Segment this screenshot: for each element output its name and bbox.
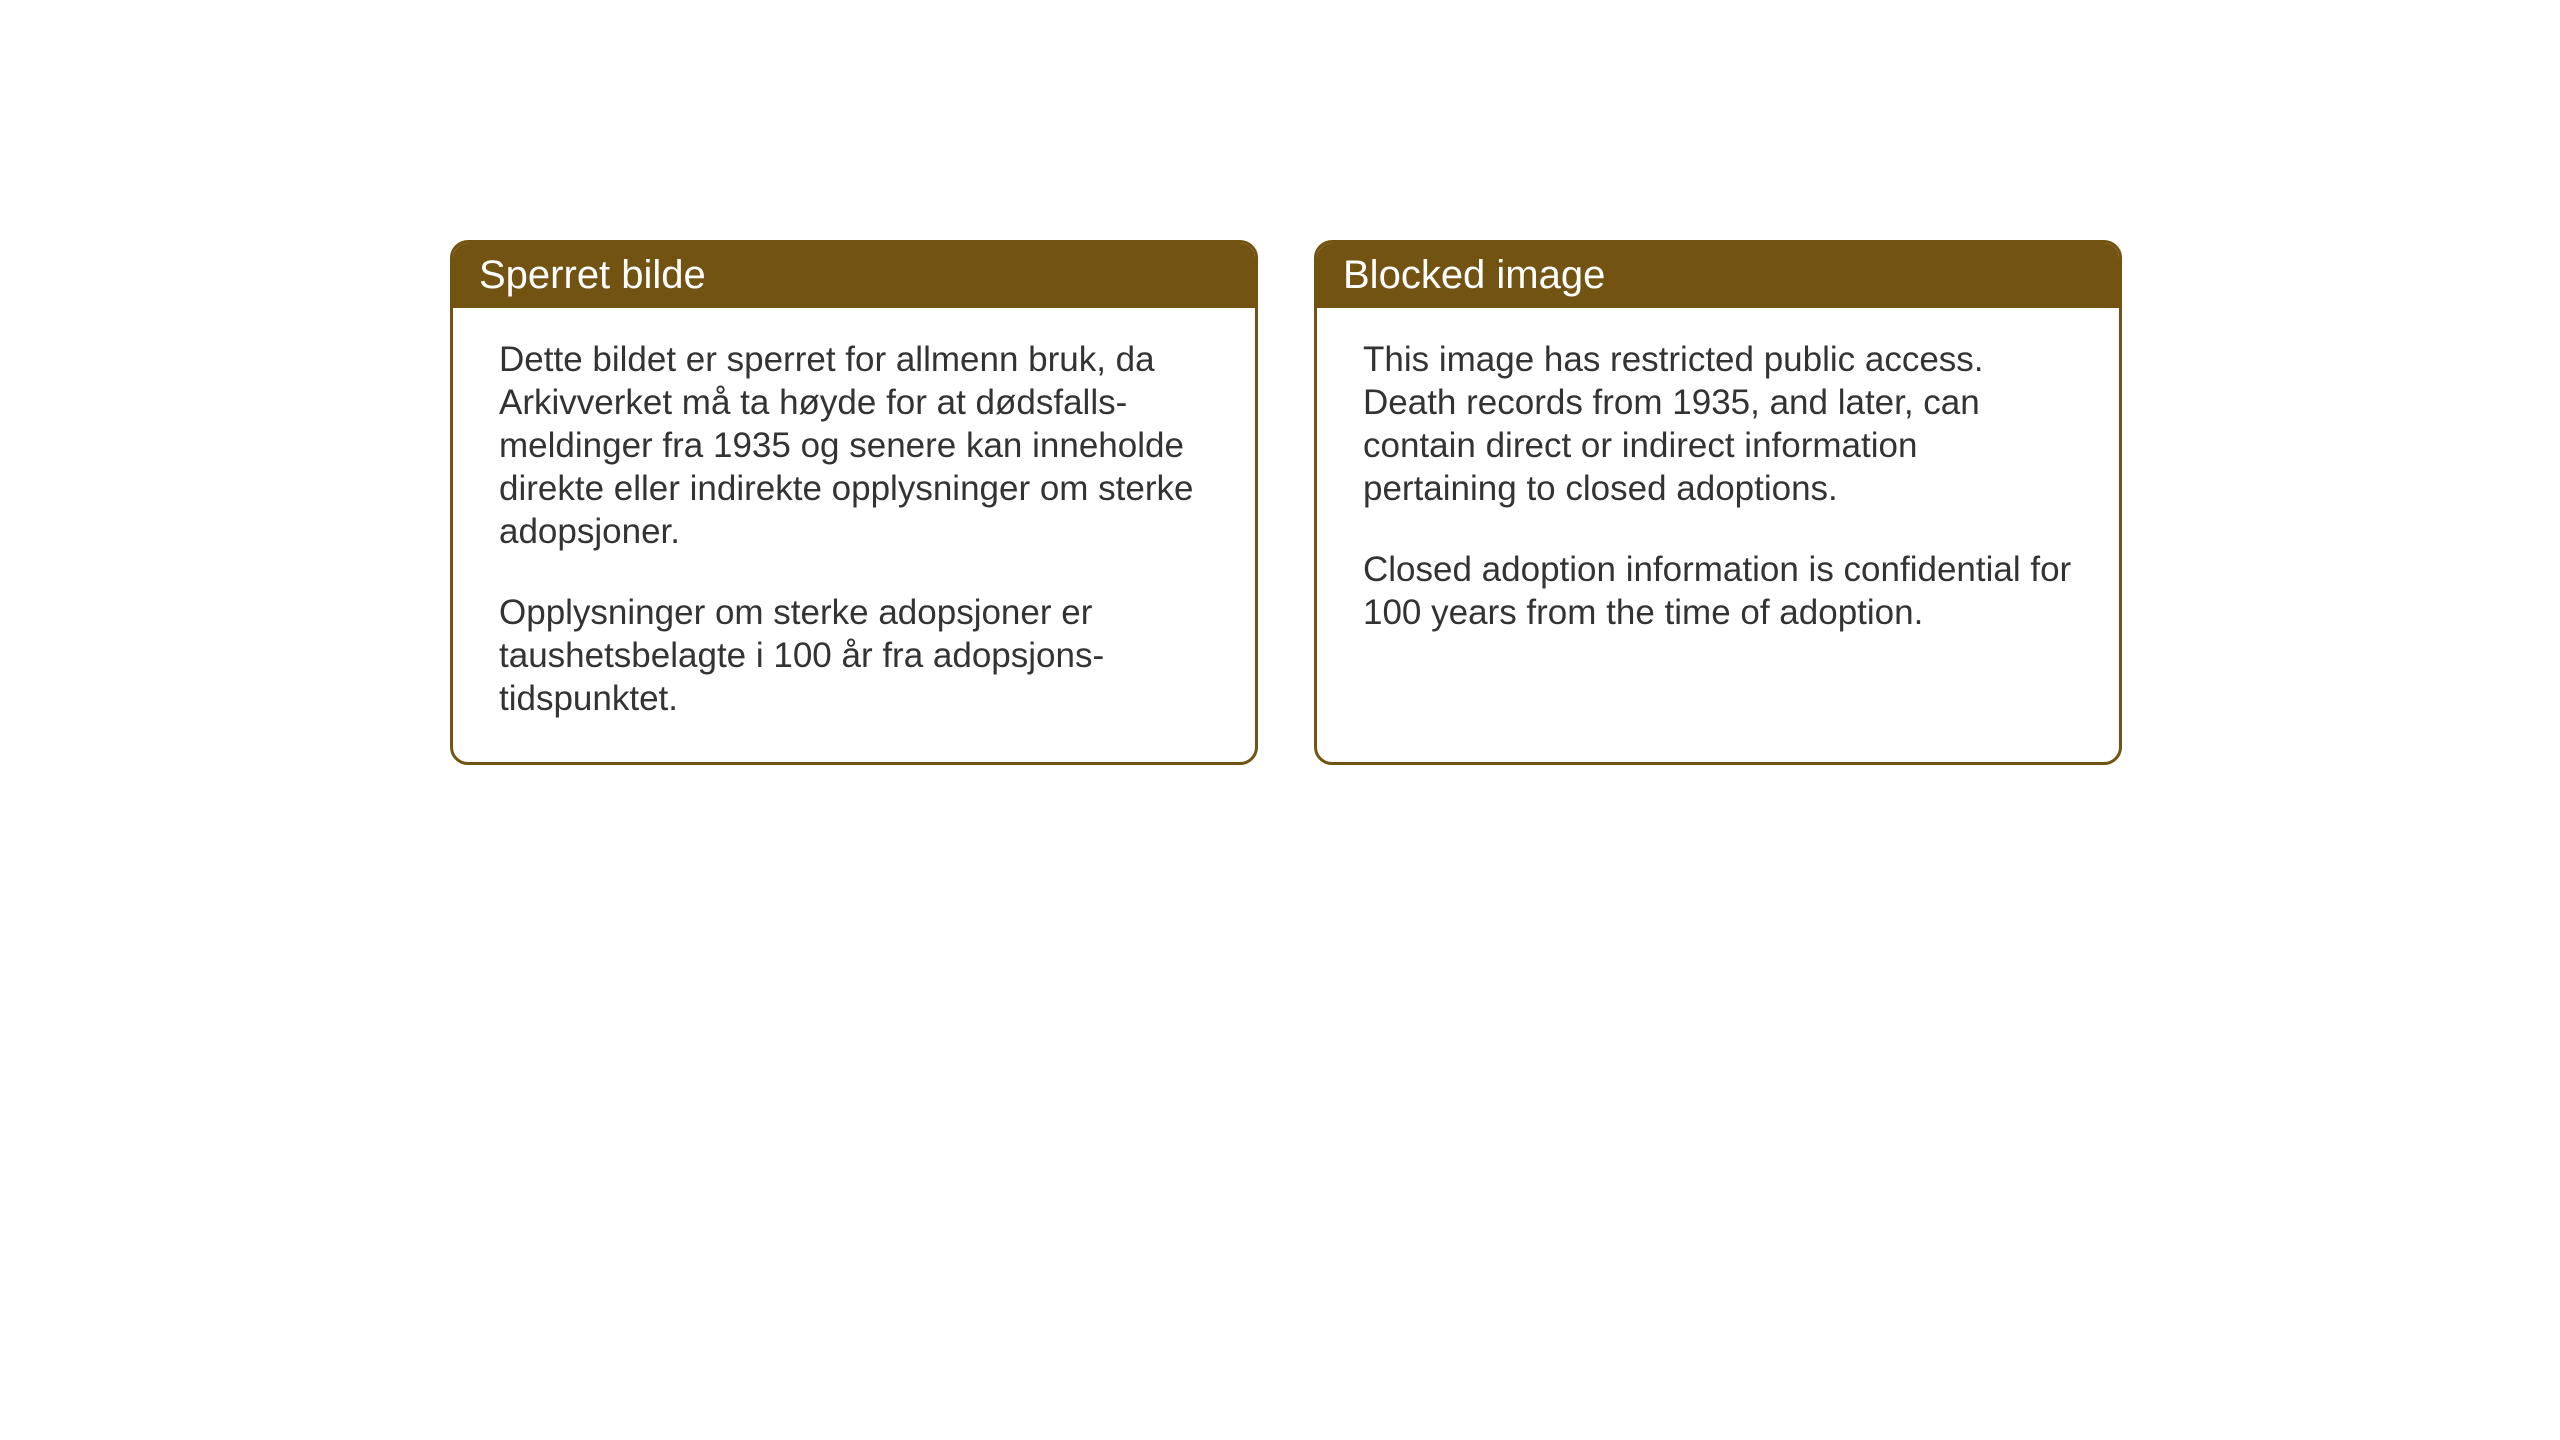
card-english-title: Blocked image	[1343, 253, 1605, 297]
card-norwegian: Sperret bilde Dette bildet er sperret fo…	[450, 240, 1258, 765]
card-english-paragraph2: Closed adoption information is confident…	[1363, 548, 2073, 634]
card-english-header: Blocked image	[1317, 243, 2119, 308]
card-norwegian-title: Sperret bilde	[479, 253, 706, 297]
card-english-body: This image has restricted public access.…	[1317, 308, 2119, 724]
card-english: Blocked image This image has restricted …	[1314, 240, 2122, 765]
card-norwegian-paragraph2: Opplysninger om sterke adopsjoner er tau…	[499, 591, 1209, 720]
card-english-paragraph1: This image has restricted public access.…	[1363, 338, 2073, 510]
cards-container: Sperret bilde Dette bildet er sperret fo…	[450, 240, 2122, 765]
card-norwegian-paragraph1: Dette bildet er sperret for allmenn bruk…	[499, 338, 1209, 553]
card-norwegian-body: Dette bildet er sperret for allmenn bruk…	[453, 308, 1255, 762]
card-norwegian-header: Sperret bilde	[453, 243, 1255, 308]
